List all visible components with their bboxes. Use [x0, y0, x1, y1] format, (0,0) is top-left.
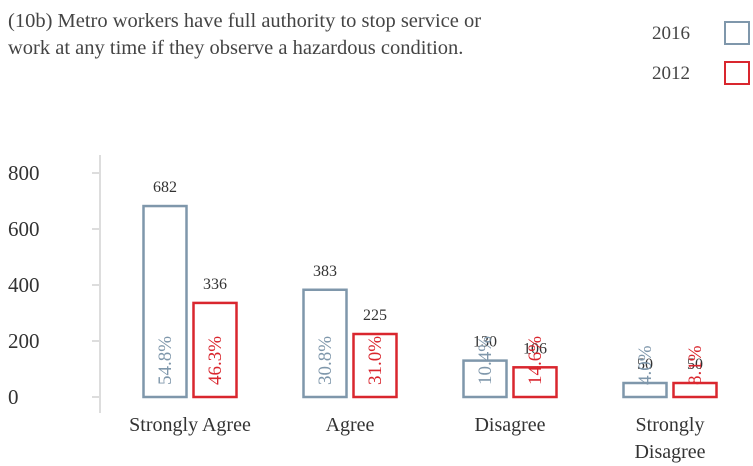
share-label: 54.8%	[155, 336, 176, 385]
legend-swatch	[724, 61, 750, 85]
chart-title: (10b) Metro workers have full authority …	[8, 10, 482, 59]
legend-label: 2012	[652, 63, 690, 84]
x-tick-label: Disagree	[474, 414, 546, 436]
x-tick-label: Strongly Disagree	[634, 414, 706, 463]
share-label: 4.0%	[635, 345, 656, 385]
legend-swatch	[724, 21, 750, 45]
legend-label: 2016	[652, 23, 690, 44]
bar	[672, 381, 718, 399]
x-tick-label: Strongly Agree	[129, 414, 251, 436]
y-tick-label: 800	[8, 161, 40, 185]
share-label: 8.1%	[685, 345, 706, 385]
value-label: 50	[637, 356, 653, 373]
y-tick-label: 400	[8, 273, 40, 297]
share-label: 46.3%	[205, 336, 226, 385]
y-tick-label: 600	[8, 217, 40, 241]
bar	[622, 381, 668, 399]
value-label: 383	[313, 263, 337, 280]
share-label: 10.4%	[475, 336, 496, 385]
value-label: 106	[523, 340, 547, 357]
y-tick-label: 200	[8, 329, 40, 353]
share-label: 30.8%	[315, 336, 336, 385]
value-label: 336	[203, 276, 227, 293]
bar	[302, 288, 348, 399]
value-label: 682	[153, 179, 177, 196]
value-label: 130	[473, 334, 497, 351]
bar	[192, 301, 238, 399]
value-label: 225	[363, 307, 387, 324]
x-tick-label: Agree	[325, 414, 375, 436]
share-label: 14.6%	[525, 336, 546, 385]
bar	[142, 204, 188, 399]
y-tick-label: 0	[8, 385, 19, 409]
value-label: 50	[687, 356, 703, 373]
bar	[462, 359, 508, 399]
bar	[352, 332, 398, 399]
bar	[512, 366, 558, 399]
share-label: 31.0%	[365, 336, 386, 385]
